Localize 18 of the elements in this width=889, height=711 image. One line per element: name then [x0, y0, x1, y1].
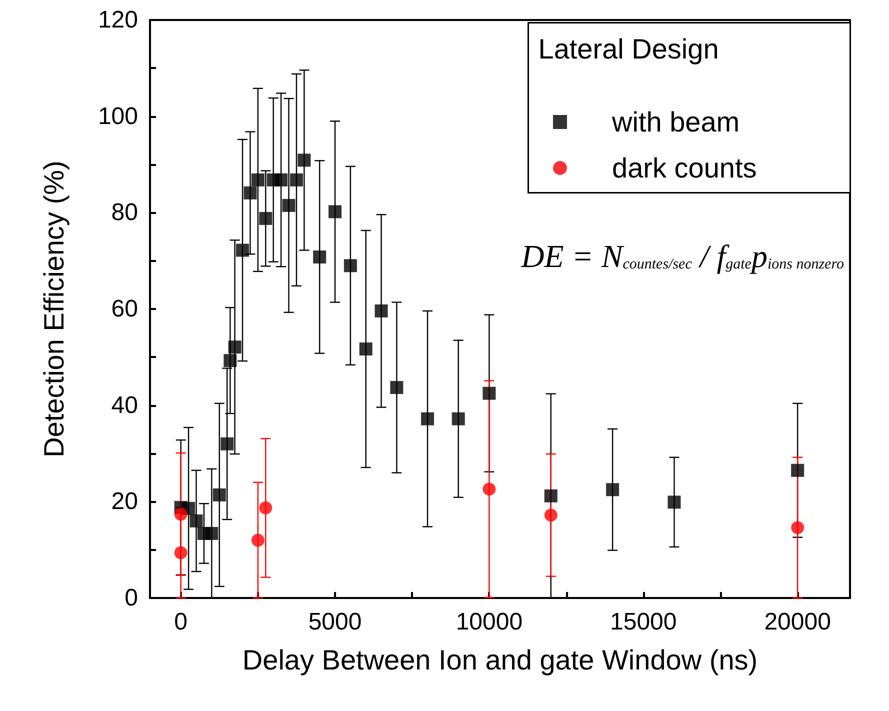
x-axis-title: Delay Between Ion and gate Window (ns): [242, 644, 758, 676]
legend-label: dark counts: [612, 152, 757, 184]
x-tick-label: 10000: [456, 608, 523, 636]
x-tick-label: 5000: [308, 608, 362, 636]
annotation: DE = Ncountes/sec / fgatepions nonzero: [520, 238, 844, 274]
y-tick-label: 0: [124, 584, 138, 612]
y-tick-label: 80: [111, 199, 138, 226]
x-tick-label: 20000: [764, 608, 831, 636]
x-tick-label: 0: [174, 608, 188, 636]
legend-title: Lateral Design: [538, 33, 719, 64]
y-tick-label: 100: [98, 102, 138, 130]
legend-label: with beam: [611, 106, 740, 138]
y-tick-label: 60: [111, 296, 138, 322]
y-axis-title: Detection Efficiency (%): [38, 160, 70, 458]
y-tick-label: 40: [111, 392, 138, 419]
y-tick-label: 120: [98, 6, 138, 34]
y-tick-label: 20: [111, 488, 138, 516]
x-tick-label: 15000: [610, 608, 677, 636]
